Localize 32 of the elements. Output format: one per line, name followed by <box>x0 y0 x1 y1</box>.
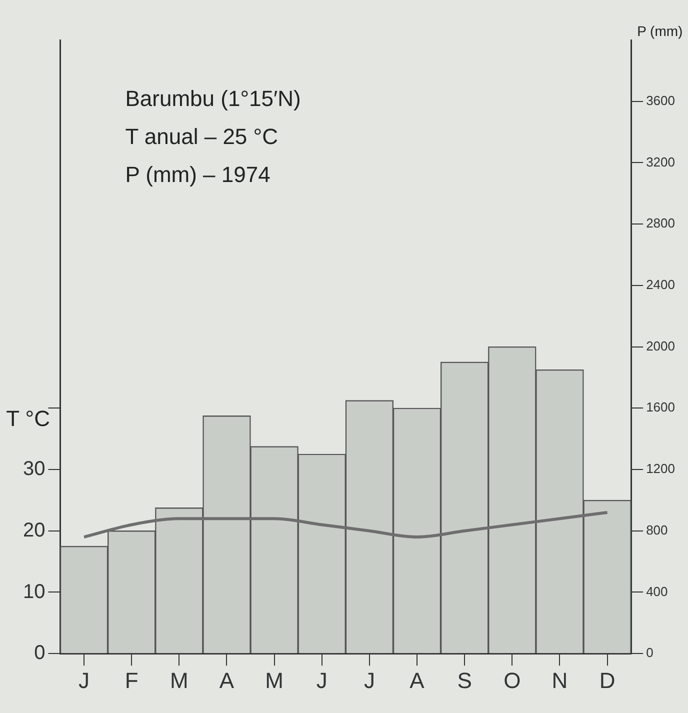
x-tick-label: N <box>552 668 568 693</box>
y2-tick-label: 0 <box>646 645 654 660</box>
y-tick-label: 20 <box>22 519 46 542</box>
annotation: Barumbu (1°15′N) <box>125 86 301 112</box>
y2-tick-label: 1600 <box>646 400 675 415</box>
y2-tick-label: 2800 <box>646 216 675 231</box>
annotation: P (mm) – 1974 <box>125 162 270 188</box>
y2-tick-label: 3600 <box>646 92 675 108</box>
y-axis-title: T °C <box>6 406 50 432</box>
x-tick-label: S <box>457 668 472 693</box>
x-tick-label: J <box>78 668 90 693</box>
y2-axis-title: P (mm) <box>637 22 683 39</box>
y-tick-label: 0 <box>34 642 46 664</box>
y2-tick-label: 1200 <box>646 461 675 476</box>
x-tick-label: M <box>170 668 188 693</box>
x-tick-label: A <box>219 668 234 693</box>
line-series <box>82 510 609 539</box>
y2-tick-label: 400 <box>646 584 668 599</box>
x-tick-label: J <box>316 668 328 693</box>
y2-tick-label: 800 <box>646 522 668 538</box>
y2-tick-label: 2400 <box>646 277 675 292</box>
x-tick-label: M <box>265 668 284 693</box>
annotation: T anual – 25 °C <box>125 124 278 150</box>
x-tick-label: J <box>364 668 375 693</box>
x-tick-label: D <box>599 668 616 693</box>
y2-tick-label: 2000 <box>646 338 675 354</box>
x-tick-label: A <box>410 668 425 693</box>
x-tick-label: F <box>124 668 138 693</box>
y-tick-label: 10 <box>22 580 46 603</box>
y2-tick-label: 3200 <box>646 154 675 170</box>
x-tick-label: O <box>504 668 521 693</box>
y-tick-label: 30 <box>22 458 46 480</box>
